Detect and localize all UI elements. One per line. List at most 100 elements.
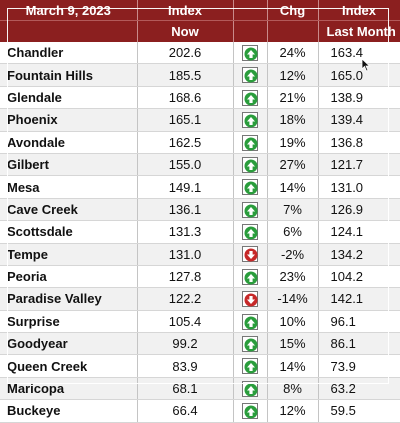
index-last-month: 138.9 bbox=[318, 86, 400, 110]
trend-indicator bbox=[233, 108, 268, 132]
change-percent: 24% bbox=[267, 42, 319, 65]
header-row-bottom: Now Last Month bbox=[0, 20, 400, 42]
trend-indicator bbox=[233, 86, 268, 110]
city-header-blank bbox=[0, 20, 138, 42]
table-row: Goodyear 99.2 15% 86.1 bbox=[0, 332, 400, 356]
city-name: Queen Creek bbox=[0, 354, 138, 378]
arrow-up-icon bbox=[242, 156, 258, 173]
index-last-month: 124.1 bbox=[318, 220, 400, 244]
table-row: Tempe 131.0 -2% 134.2 bbox=[0, 243, 400, 266]
chg-subheader-blank bbox=[267, 20, 319, 42]
change-percent: 7% bbox=[267, 198, 319, 222]
trend-indicator bbox=[233, 377, 268, 401]
city-name: Cave Creek bbox=[0, 198, 138, 222]
table-row: Avondale 162.5 19% 136.8 bbox=[0, 131, 400, 154]
table-row: Paradise Valley 122.2 -14% 142.1 bbox=[0, 287, 400, 311]
index-last-month: 86.1 bbox=[318, 332, 400, 356]
table-row: Surprise 105.4 10% 96.1 bbox=[0, 310, 400, 334]
trend-indicator bbox=[233, 220, 268, 244]
change-percent: 6% bbox=[267, 220, 319, 244]
index-last-month: 165.0 bbox=[318, 63, 400, 87]
arrow-down-icon bbox=[242, 291, 258, 308]
change-percent: 23% bbox=[267, 265, 319, 289]
index-now: 122.2 bbox=[137, 287, 234, 311]
index-now: 131.0 bbox=[137, 243, 234, 266]
arrow-up-icon bbox=[242, 89, 258, 106]
trend-indicator bbox=[233, 287, 268, 311]
arrow-up-icon bbox=[242, 134, 258, 151]
trend-header-blank bbox=[233, 0, 268, 21]
index-header: Index bbox=[137, 0, 234, 21]
table-row: Glendale 168.6 21% 138.9 bbox=[0, 86, 400, 110]
index-now: 162.5 bbox=[137, 131, 234, 154]
index-last-month: 163.4 bbox=[318, 42, 400, 65]
change-percent: 14% bbox=[267, 175, 319, 199]
arrow-up-icon bbox=[242, 67, 258, 84]
city-name: Maricopa bbox=[0, 377, 138, 401]
index-last-month: 121.7 bbox=[318, 153, 400, 177]
index-now: 185.5 bbox=[137, 63, 234, 87]
arrow-up-icon bbox=[242, 224, 258, 241]
trend-indicator bbox=[233, 175, 268, 199]
change-percent: 12% bbox=[267, 399, 319, 423]
table-row: Peoria 127.8 23% 104.2 bbox=[0, 265, 400, 289]
table-row: Queen Creek 83.9 14% 73.9 bbox=[0, 354, 400, 378]
change-percent: -2% bbox=[267, 243, 319, 266]
trend-indicator bbox=[233, 310, 268, 334]
trend-indicator bbox=[233, 354, 268, 378]
city-name: Mesa bbox=[0, 175, 138, 199]
change-percent: 19% bbox=[267, 131, 319, 154]
index-now: 66.4 bbox=[137, 399, 234, 423]
index-last-month: 142.1 bbox=[318, 287, 400, 311]
change-percent: 15% bbox=[267, 332, 319, 356]
index-now: 131.3 bbox=[137, 220, 234, 244]
city-name: Paradise Valley bbox=[0, 287, 138, 311]
city-name: Scottsdale bbox=[0, 220, 138, 244]
arrow-up-icon bbox=[242, 313, 258, 330]
arrow-down-icon bbox=[242, 246, 258, 263]
table-row: Scottsdale 131.3 6% 124.1 bbox=[0, 220, 400, 244]
index-now: 105.4 bbox=[137, 310, 234, 334]
city-name: Avondale bbox=[0, 131, 138, 154]
now-header: Now bbox=[137, 20, 234, 42]
arrow-up-icon bbox=[242, 403, 258, 420]
city-name: Buckeye bbox=[0, 399, 138, 423]
table-row: Buckeye 66.4 12% 59.5 bbox=[0, 399, 400, 423]
change-percent: -14% bbox=[267, 287, 319, 311]
table-row: Maricopa 68.1 8% 63.2 bbox=[0, 377, 400, 401]
change-percent: 14% bbox=[267, 354, 319, 378]
table-row: Chandler 202.6 24% 163.4 bbox=[0, 42, 400, 65]
index-last-month: 139.4 bbox=[318, 108, 400, 132]
trend-indicator bbox=[233, 265, 268, 289]
table-row: Mesa 149.1 14% 131.0 bbox=[0, 175, 400, 199]
index-last-month: 73.9 bbox=[318, 354, 400, 378]
city-name: Gilbert bbox=[0, 153, 138, 177]
city-name: Phoenix bbox=[0, 108, 138, 132]
city-name: Glendale bbox=[0, 86, 138, 110]
change-percent: 10% bbox=[267, 310, 319, 334]
mouse-cursor-icon bbox=[361, 58, 371, 72]
arrow-up-icon bbox=[242, 201, 258, 218]
trend-subheader-blank bbox=[233, 20, 268, 42]
trend-indicator bbox=[233, 42, 268, 65]
index-now: 202.6 bbox=[137, 42, 234, 65]
change-percent: 27% bbox=[267, 153, 319, 177]
trend-indicator bbox=[233, 63, 268, 87]
city-name: Peoria bbox=[0, 265, 138, 289]
index-last-month: 104.2 bbox=[318, 265, 400, 289]
trend-indicator bbox=[233, 332, 268, 356]
index-last-month: 63.2 bbox=[318, 377, 400, 401]
table-row: Fountain Hills 185.5 12% 165.0 bbox=[0, 63, 400, 87]
index-now: 165.1 bbox=[137, 108, 234, 132]
index-now: 149.1 bbox=[137, 175, 234, 199]
arrow-up-icon bbox=[242, 44, 258, 61]
index-last-month: 96.1 bbox=[318, 310, 400, 334]
index-now: 99.2 bbox=[137, 332, 234, 356]
table-row: Phoenix 165.1 18% 139.4 bbox=[0, 108, 400, 132]
trend-indicator bbox=[233, 153, 268, 177]
chg-header: Chg bbox=[267, 0, 319, 21]
index-now: 168.6 bbox=[137, 86, 234, 110]
index-now: 136.1 bbox=[137, 198, 234, 222]
index-last-month: 126.9 bbox=[318, 198, 400, 222]
index-now: 68.1 bbox=[137, 377, 234, 401]
